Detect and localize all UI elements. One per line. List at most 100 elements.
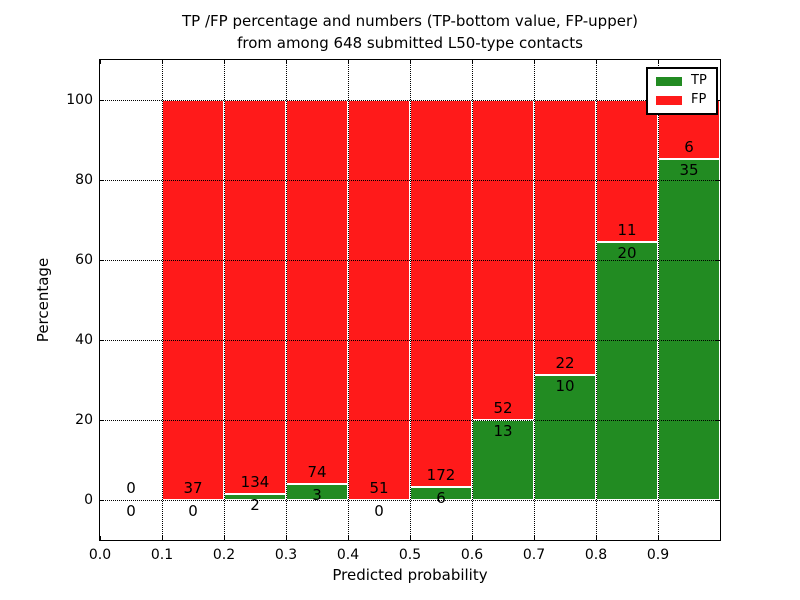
bar-label-tp: 3 xyxy=(312,486,322,505)
chart-title-line2: from among 648 submitted L50-type contac… xyxy=(237,34,583,52)
bar-label-tp: 0 xyxy=(374,502,384,520)
bar-segment-fp xyxy=(224,100,286,495)
x-tick-mark-top xyxy=(658,60,659,64)
x-tick-mark-top xyxy=(162,60,163,64)
v-gridline xyxy=(534,60,535,540)
y-tick-mark xyxy=(100,100,104,101)
x-tick-mark-top xyxy=(410,60,411,64)
bar-label-tp: 6 xyxy=(436,488,446,507)
bar-label-fp: 6 xyxy=(684,137,694,156)
x-tick-mark-top xyxy=(100,60,101,64)
y-tick-mark xyxy=(100,500,104,501)
bar-segment-fp xyxy=(534,100,596,375)
x-tick-mark-top xyxy=(472,60,473,64)
bar-label-fp: 11 xyxy=(617,220,637,239)
x-tick-mark-top xyxy=(224,60,225,64)
x-tick-mark xyxy=(596,536,597,540)
x-tick-mark xyxy=(100,536,101,540)
y-tick-mark xyxy=(100,420,104,421)
x-tick-label: 0.0 xyxy=(88,547,112,563)
x-tick-label: 0.7 xyxy=(522,547,546,563)
legend-entry-label: TP xyxy=(691,73,707,88)
bar-label-fp: 172 xyxy=(426,465,456,484)
bar-segment-tp xyxy=(596,241,658,500)
bar-segment-fp xyxy=(162,100,224,500)
y-tick-mark xyxy=(100,340,104,341)
tp-swatch-icon xyxy=(656,76,682,86)
y-tick-mark-right xyxy=(716,420,720,421)
y-tick-label: 20 xyxy=(75,412,93,428)
v-gridline xyxy=(596,60,597,540)
bar-label-fp: 51 xyxy=(369,479,389,497)
bar-label-fp: 52 xyxy=(493,399,513,417)
v-gridline xyxy=(162,60,163,540)
x-tick-mark xyxy=(472,536,473,540)
v-gridline xyxy=(472,60,473,540)
plot-area: 0 0 37 0 134 2 74 3 51 0 172 6 52 13 22 10 11 20 6 35 TP FP xyxy=(99,59,721,541)
x-tick-label: 0.1 xyxy=(150,547,174,563)
bar-label-tp: 2 xyxy=(250,496,260,515)
y-tick-label: 80 xyxy=(75,172,93,188)
bar-segment-tp xyxy=(658,158,720,500)
v-gridline xyxy=(286,60,287,540)
x-tick-label: 0.8 xyxy=(584,547,608,563)
chart-title: TP /FP percentage and numbers (TP-bottom… xyxy=(100,10,720,54)
bar-segment-fp xyxy=(348,100,410,500)
v-gridline xyxy=(224,60,225,540)
bar-label-tp: 10 xyxy=(555,377,575,395)
y-axis-label: Percentage xyxy=(34,257,52,343)
fp-swatch-icon xyxy=(656,95,682,105)
bar-label-tp: 0 xyxy=(188,502,198,520)
bar-label-fp: 37 xyxy=(183,479,203,497)
y-tick-label: 40 xyxy=(75,332,93,348)
x-tick-mark xyxy=(410,536,411,540)
bar-label-fp: 134 xyxy=(240,473,270,492)
bar-label-tp: 35 xyxy=(679,160,699,179)
y-tick-label: 100 xyxy=(66,92,93,108)
bar-label-fp: 0 xyxy=(126,479,136,497)
x-tick-mark-top xyxy=(286,60,287,64)
x-tick-mark xyxy=(348,536,349,540)
bar-label-fp: 22 xyxy=(555,354,575,372)
x-axis-label: Predicted probability xyxy=(332,566,488,584)
bar-segment-fp xyxy=(410,100,472,487)
x-tick-mark xyxy=(162,536,163,540)
chart-title-line1: TP /FP percentage and numbers (TP-bottom… xyxy=(182,12,638,30)
x-tick-label: 0.2 xyxy=(212,547,236,563)
x-tick-mark xyxy=(534,536,535,540)
x-tick-label: 0.6 xyxy=(460,547,484,563)
x-tick-label: 0.5 xyxy=(398,547,422,563)
y-tick-mark xyxy=(100,180,104,181)
bar-segment-fp xyxy=(286,100,348,485)
bar-segment-tp xyxy=(534,375,596,500)
v-gridline xyxy=(348,60,349,540)
y-tick-mark xyxy=(100,260,104,261)
y-tick-mark-right xyxy=(716,100,720,101)
bar-label-fp: 74 xyxy=(307,463,327,482)
x-tick-mark xyxy=(286,536,287,540)
x-tick-mark xyxy=(658,536,659,540)
v-gridline xyxy=(410,60,411,540)
bar-segment-fp xyxy=(596,100,658,242)
x-tick-label: 0.9 xyxy=(646,547,670,563)
legend-entry: TP xyxy=(656,74,707,88)
y-tick-label: 60 xyxy=(75,252,93,268)
x-tick-label: 0.3 xyxy=(274,547,298,563)
y-tick-label: 0 xyxy=(84,492,93,508)
bar-label-tp: 20 xyxy=(617,243,637,262)
y-tick-mark-right xyxy=(716,500,720,501)
x-tick-label: 0.4 xyxy=(336,547,360,563)
x-tick-mark xyxy=(224,536,225,540)
bar-label-tp: 13 xyxy=(493,422,513,440)
x-tick-mark-top xyxy=(534,60,535,64)
legend: TP FP xyxy=(646,67,718,115)
y-tick-mark-right xyxy=(716,340,720,341)
x-tick-mark-top xyxy=(596,60,597,64)
v-gridline xyxy=(658,60,659,540)
y-tick-mark-right xyxy=(716,180,720,181)
x-tick-mark-top xyxy=(348,60,349,64)
y-tick-mark-right xyxy=(716,260,720,261)
bar-label-tp: 0 xyxy=(126,502,136,520)
legend-entry-label: FP xyxy=(691,92,707,107)
